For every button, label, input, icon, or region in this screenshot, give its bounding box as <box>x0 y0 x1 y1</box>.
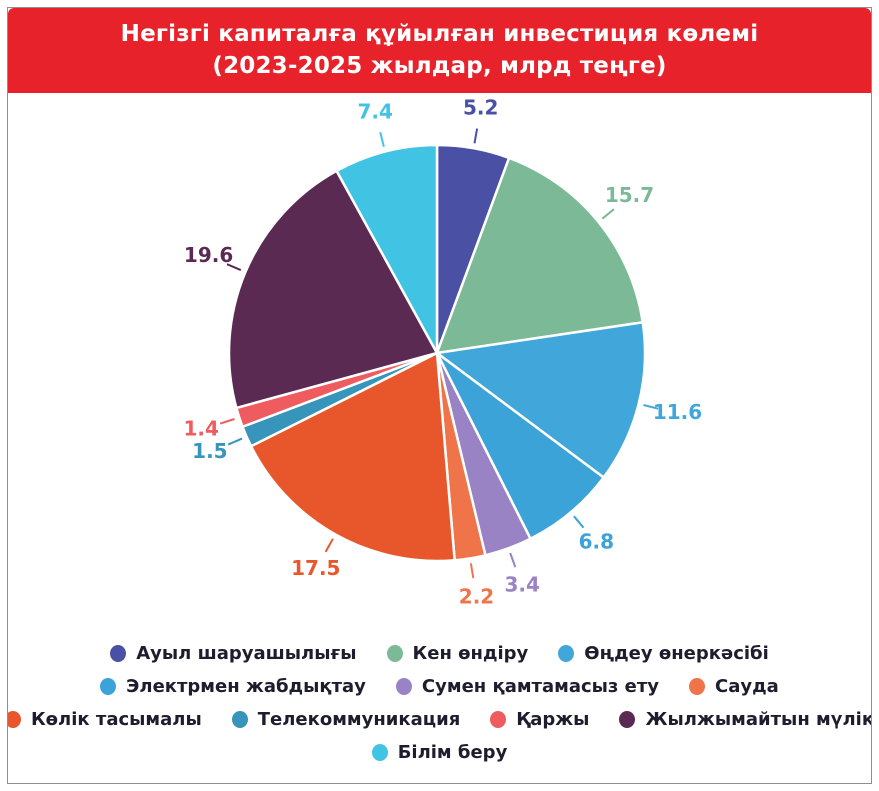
legend-item-7: Көлік тасымалы <box>8 709 202 730</box>
legend-label: Өңдеу өнеркәсібі <box>584 643 769 664</box>
slice-leader-line <box>509 552 517 568</box>
legend-label: Сауда <box>715 676 779 697</box>
legend-swatch-icon <box>371 744 388 761</box>
legend-label: Ауыл шаруашылығы <box>136 643 357 664</box>
legend-row: Көлік тасымалы Телекоммуникация Қаржы Жылжы… <box>8 705 872 734</box>
legend-item-6: Сауда <box>689 676 779 697</box>
legend-label: Білім беру <box>397 742 508 763</box>
slice-value-label: 1.4 <box>183 416 218 440</box>
pie-slice-11 <box>335 143 439 355</box>
legend-swatch-icon <box>490 711 507 728</box>
chart-title-line-2: (2023-2025 жылдар, млрд теңге) <box>212 53 667 79</box>
chart-title-line-1: Негізгі капиталға құйылған инвестиция кө… <box>120 21 759 48</box>
legend-label: Кен өндіру <box>412 643 529 664</box>
legend-row: Электрмен жабдықтау Сумен қамтамасыз ету С… <box>100 672 779 701</box>
legend-label: Телекоммуникация <box>257 709 461 730</box>
pie-chart-svg: 5.2 15.7 11.6 6.8 3.4 2.2 17.5 1.51.4 19.6 7.4 <box>183 95 702 608</box>
legend-swatch-icon <box>395 678 412 695</box>
legend-label: Сумен қамтамасыз ету <box>421 676 660 697</box>
pie-slice-10 <box>227 169 439 410</box>
chart-legend: Ауыл шаруашылығы Кен өндіру Өңдеу өнеркәсі… <box>8 633 871 783</box>
pie-slice-4 <box>435 351 605 541</box>
legend-label: Электрмен жабдықтау <box>126 676 366 697</box>
slice-value-label: 15.7 <box>605 183 654 207</box>
slice-value-label: 19.6 <box>184 243 233 267</box>
slice-value-label: 1.5 <box>192 439 227 463</box>
slice-value-label: 17.5 <box>291 556 340 580</box>
legend-swatch-icon <box>689 678 706 695</box>
pie-chart-area: 5.2 15.7 11.6 6.8 3.4 2.2 17.5 1.5 1.4 19.6 7.4 <box>8 93 871 633</box>
slice-leader-line <box>324 538 334 553</box>
pie-slice-2 <box>435 156 644 355</box>
legend-swatch-icon <box>8 711 21 728</box>
slice-value-label: 6.8 <box>579 530 614 554</box>
legend-item-9: Қаржы <box>490 709 589 730</box>
legend-item-4: Электрмен жабдықтау <box>100 676 366 697</box>
legend-swatch-icon <box>110 645 127 662</box>
slice-value-label: 11.6 <box>653 400 702 424</box>
legend-swatch-icon <box>231 711 248 728</box>
legend-label: Қаржы <box>516 709 590 730</box>
pie-slice-7 <box>249 351 456 563</box>
title-banner: Негізгі капиталға құйылған инвестиция кө… <box>8 8 871 93</box>
slice-leader-line <box>469 563 475 579</box>
legend-swatch-icon <box>619 711 636 728</box>
legend-item-5: Сумен қамтамасыз ету <box>395 676 660 697</box>
pie-slice-3 <box>435 321 647 479</box>
legend-label: Көлік тасымалы <box>30 709 202 730</box>
slice-leader-line <box>227 437 243 446</box>
legend-item-8: Телекоммуникация <box>231 709 461 730</box>
legend-item-3: Өңдеу өнеркәсібі <box>558 643 769 664</box>
slice-value-label: 7.4 <box>357 99 392 123</box>
legend-label: Жылжымайтын мүлік <box>645 709 872 730</box>
legend-item-10: Жылжымайтын мүлік <box>619 709 872 730</box>
legend-swatch-icon <box>100 678 117 695</box>
slice-value-label: 2.2 <box>459 584 494 608</box>
legend-swatch-icon <box>558 645 575 662</box>
chart-card: Негізгі капиталға құйылған инвестиция кө… <box>7 7 872 784</box>
slice-leader-line <box>643 404 659 410</box>
legend-row: Білім беру <box>371 738 508 767</box>
slice-value-label: 5.2 <box>463 95 498 119</box>
slice-leader-line <box>601 208 615 220</box>
slice-leader-line <box>226 263 242 272</box>
legend-row: Ауыл шаруашылығы Кен өндіру Өңдеу өнеркәсі… <box>110 639 769 668</box>
slice-leader-line <box>473 128 479 144</box>
slice-value-label: 3.4 <box>504 572 539 596</box>
legend-item-1: Ауыл шаруашылығы <box>110 643 357 664</box>
slice-leader-line <box>573 515 585 529</box>
legend-item-2: Кен өндіру <box>386 643 529 664</box>
slice-leader-line <box>379 131 385 147</box>
legend-swatch-icon <box>386 645 403 662</box>
slice-leader-line <box>219 418 235 425</box>
legend-item-11: Білім беру <box>371 742 508 763</box>
